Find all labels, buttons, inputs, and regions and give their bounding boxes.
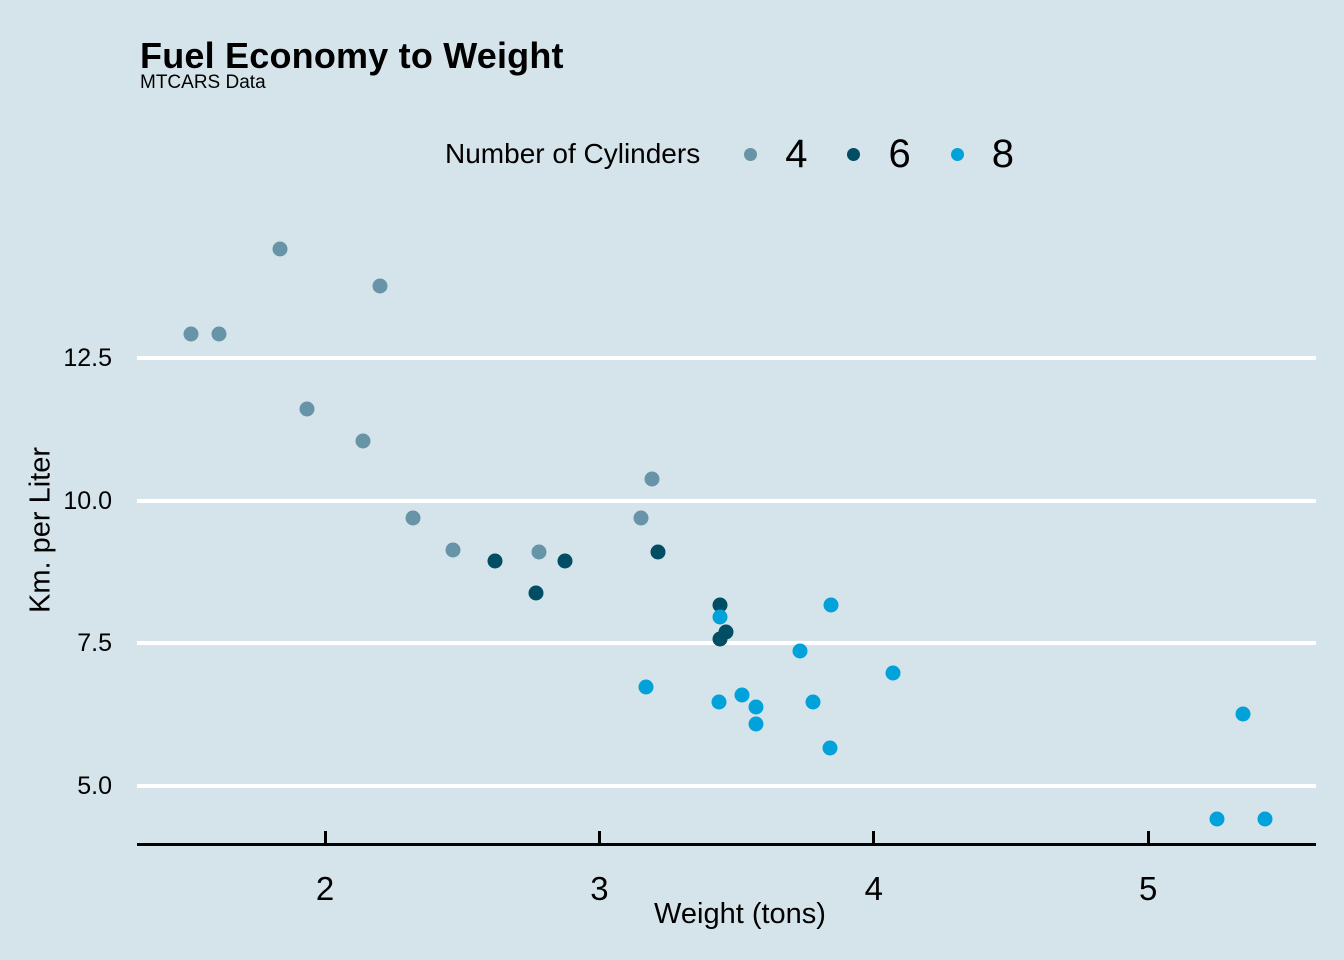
data-point-8cyl — [792, 643, 808, 659]
y-gridline — [137, 641, 1316, 645]
data-point-8cyl — [885, 665, 901, 681]
data-point-8cyl — [1235, 706, 1251, 722]
data-point-8cyl — [711, 694, 727, 710]
data-point-6cyl — [712, 597, 728, 613]
y-tick-label: 5.0 — [77, 771, 112, 800]
data-point-8cyl — [1257, 811, 1273, 827]
data-point-6cyl — [650, 544, 666, 560]
data-point-8cyl — [712, 609, 728, 625]
legend-item-label: 8 — [991, 132, 1014, 176]
data-point-4cyl — [445, 542, 461, 558]
data-point-4cyl — [633, 510, 649, 526]
y-axis-title: Km. per Liter — [24, 447, 57, 613]
chart-title: Fuel Economy to Weight — [140, 35, 564, 76]
y-gridline — [137, 498, 1316, 503]
data-point-4cyl — [405, 510, 421, 526]
x-tick-label: 3 — [590, 870, 609, 907]
legend: Number of Cylinders 4 6 8 — [445, 126, 1014, 182]
y-tick-label: 10.0 — [63, 486, 112, 515]
x-tick-label: 4 — [864, 870, 883, 907]
legend-swatch-icon — [744, 147, 758, 161]
data-point-6cyl — [712, 631, 728, 647]
y-gridline — [137, 356, 1316, 360]
x-tick-mark — [323, 831, 327, 843]
legend-swatch-icon — [847, 147, 861, 161]
data-point-6cyl — [557, 553, 573, 569]
data-point-8cyl — [638, 679, 654, 695]
x-axis-line — [137, 843, 1316, 846]
data-point-6cyl — [528, 585, 544, 601]
legend-item-8-cyl: 8 — [950, 132, 1014, 176]
legend-swatch-icon — [950, 147, 964, 161]
x-tick-mark — [597, 831, 601, 843]
data-point-4cyl — [372, 278, 388, 294]
x-tick-mark — [1146, 831, 1150, 843]
legend-item-label: 6 — [888, 132, 911, 176]
x-axis-title: Weight (tons) — [654, 898, 826, 930]
y-tick-label: 12.5 — [63, 344, 112, 372]
x-tick-label: 2 — [315, 870, 335, 907]
legend-items: 4 6 8 — [700, 134, 1014, 174]
data-point-4cyl — [299, 401, 315, 417]
data-point-8cyl — [823, 597, 839, 613]
data-point-4cyl — [644, 471, 660, 487]
data-point-8cyl — [822, 740, 838, 756]
y-gridline — [137, 783, 1316, 788]
data-point-4cyl — [183, 326, 199, 342]
data-point-4cyl — [355, 433, 371, 449]
x-tick-label: 5 — [1139, 870, 1158, 907]
data-point-4cyl — [272, 241, 288, 257]
y-tick-label: 7.5 — [77, 629, 112, 657]
chart-subtitle: MTCARS Data — [140, 72, 266, 93]
legend-item-label: 4 — [785, 132, 808, 176]
data-point-8cyl — [748, 716, 764, 732]
data-point-8cyl — [1209, 811, 1225, 827]
legend-item-6-cyl: 6 — [847, 132, 911, 176]
legend-item-4-cyl: 4 — [744, 134, 807, 174]
data-point-4cyl — [211, 326, 227, 342]
data-point-8cyl — [805, 694, 821, 710]
legend-title: Number of Cylinders — [445, 138, 701, 169]
data-point-6cyl — [487, 553, 503, 569]
data-point-4cyl — [531, 544, 547, 560]
data-point-8cyl — [748, 699, 764, 715]
x-tick-mark — [872, 831, 876, 843]
data-point-8cyl — [734, 687, 750, 703]
